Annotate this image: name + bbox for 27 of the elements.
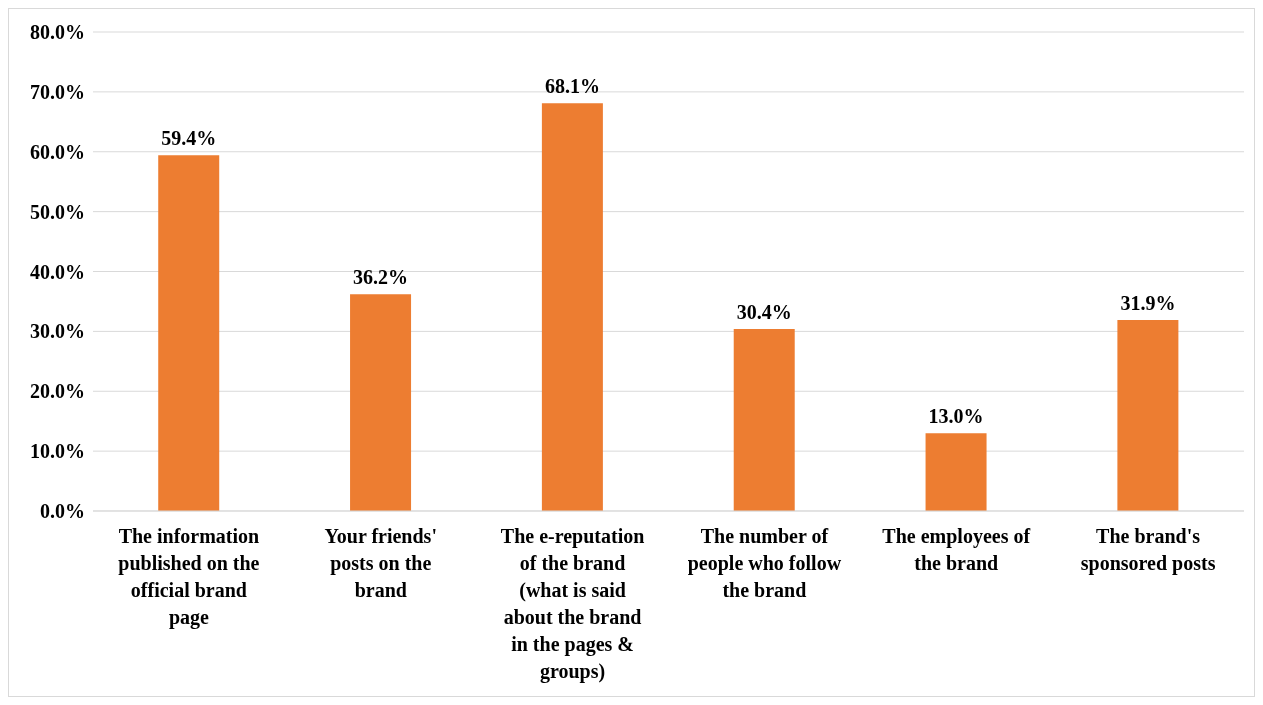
bar [925,433,987,511]
data-label: 36.2% [353,266,409,289]
x-tick-label: The number of people who follow the brand [687,525,842,601]
data-label: 59.4% [161,127,217,150]
data-label: 68.1% [544,75,600,98]
y-tick-label: 50.0% [30,200,85,223]
x-tick-label: Your friends' posts on the brand [324,525,437,601]
y-tick-label: 70.0% [30,80,85,103]
y-tick-label: 20.0% [30,380,85,403]
data-label: 30.4% [736,300,792,323]
data-label: 31.9% [1120,292,1176,314]
y-tick-label: 60.0% [30,140,85,163]
bar [350,294,412,511]
x-tick-label: The information published on the official brand page [118,525,260,629]
y-tick-label: 10.0% [30,440,85,463]
bar [1117,320,1179,511]
x-tick-label: The employees of the brand [882,525,1031,574]
x-tick-label: The e-reputation of the brand (what is said about the brand in the pages & groups) [500,525,645,683]
bar [733,328,795,511]
data-label: 13.0% [928,405,984,428]
y-tick-label: 40.0% [30,260,85,283]
x-tick-label: The brand's sponsored posts [1080,525,1216,575]
y-tick-label: 0.0% [40,500,85,523]
bar [158,155,220,511]
y-tick-label: 80.0% [30,21,85,44]
y-tick-label: 30.0% [30,320,85,343]
bar [541,103,603,511]
